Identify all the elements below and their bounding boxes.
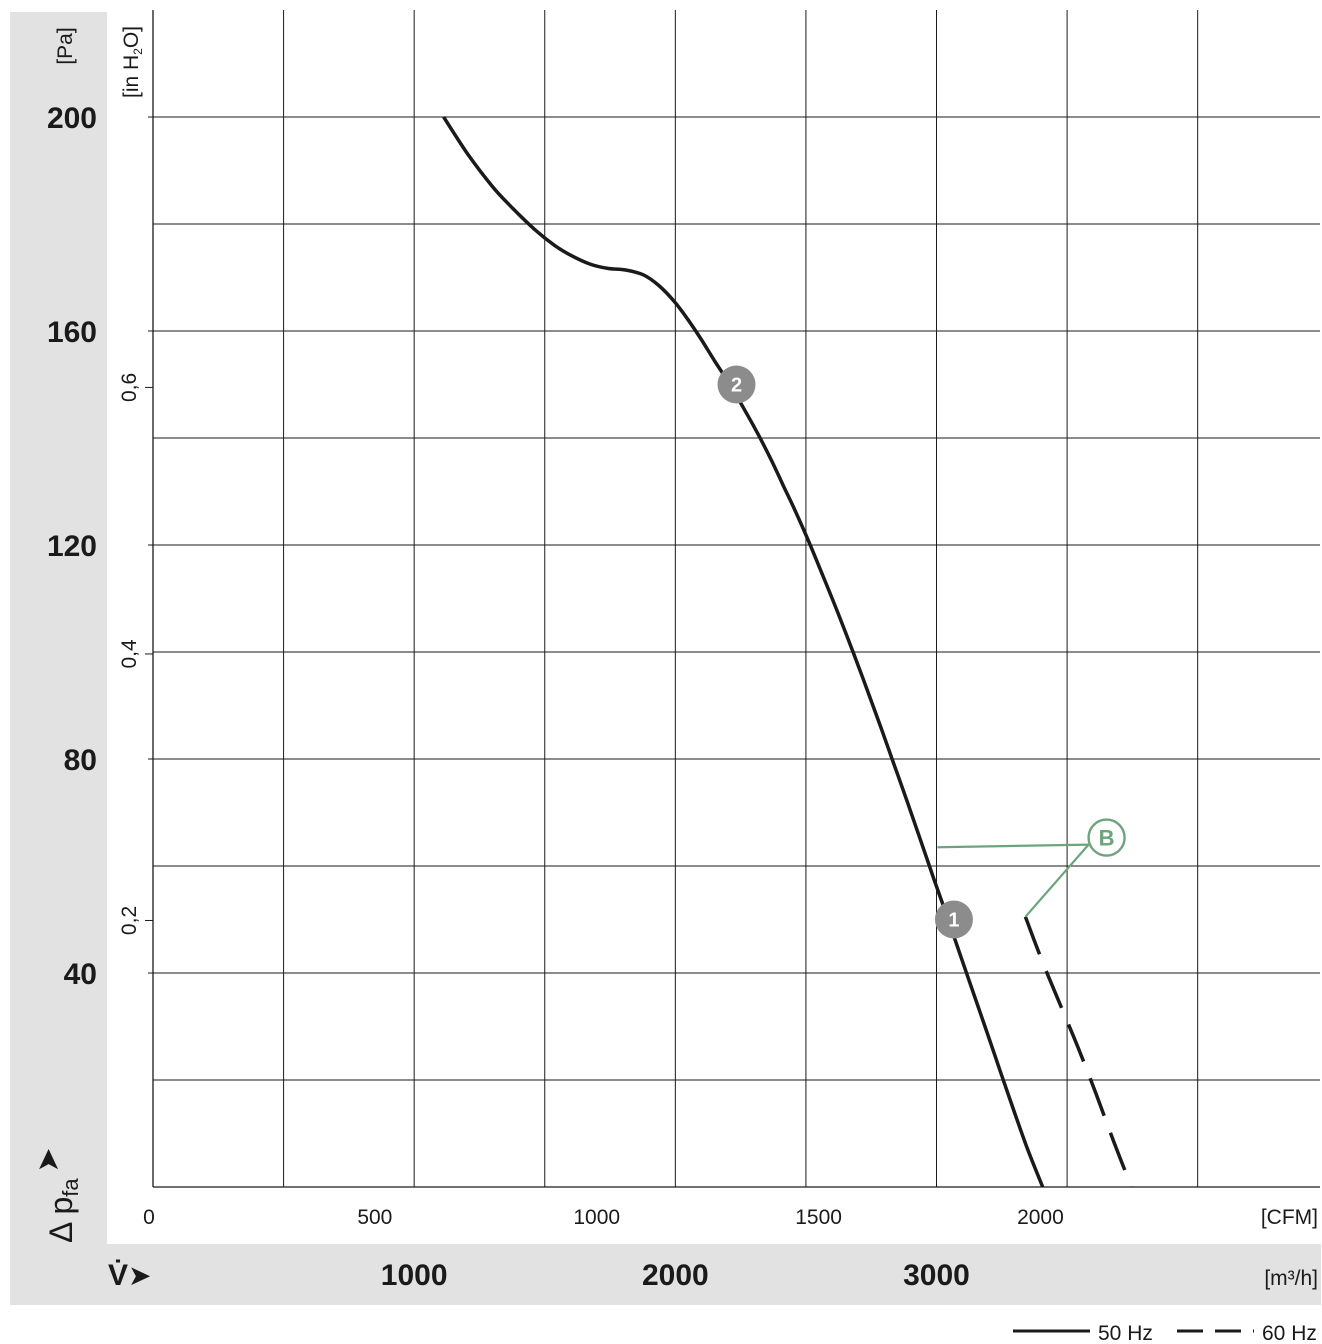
x-tick-label: 0 [143,1206,155,1229]
annotation-label: B [1099,826,1115,851]
y-secondary-tick-label: 0,4 [118,639,141,669]
x-unit-m3h: [m³/h] [1264,1267,1318,1290]
x-tick-label: 500 [357,1206,392,1229]
operating-point-markers: 21 [717,365,973,939]
y-tick-label: 40 [64,958,97,991]
legend-label-60hz: 60 Hz [1262,1322,1317,1344]
y-tick-label: 160 [47,316,97,349]
operating-point-label: 2 [731,375,742,397]
x-secondary-axis-title: V̇ ➤ [108,1259,151,1292]
y-axis-arrow: ➤ [31,1147,66,1172]
x-tick-label: 2000 [1017,1206,1064,1229]
y-axis-title: ➤ Δ pfa [31,1147,83,1243]
annotations: B [937,818,1126,918]
y-secondary-tick-label: 0,6 [118,373,141,402]
series-60hz-line [1023,916,1134,1188]
operating-point-marker [934,900,973,939]
x-secondary-arrow: ➤ [128,1259,151,1292]
x-tick-label: 1000 [573,1206,620,1229]
x-axis-secondary-band [107,1244,1321,1305]
y-secondary-tick-label: 0,2 [118,906,141,935]
x-secondary-tick-label: 3000 [903,1259,970,1292]
annotation-pointer-line [1024,843,1090,918]
operating-point-label: 1 [948,910,959,932]
legend: 50 Hz 60 Hz [1013,1322,1317,1344]
grid [145,10,1320,1188]
y-unit-inh2o: [in H2O] [120,26,145,98]
y-tick-label: 120 [47,530,97,563]
y-tick-label: 80 [64,744,97,777]
x-secondary-tick-label: 1000 [381,1259,448,1292]
y-tick-label: 200 [47,102,97,135]
x-unit-cfm: [CFM] [1261,1206,1318,1229]
annotation-circle [1087,818,1126,857]
y-axis-symbol: Δ pfa [43,1178,83,1243]
x-tick-label: 1500 [795,1206,842,1229]
x-secondary-tick-label: 2000 [642,1259,709,1292]
y-axis-band [10,12,107,1305]
legend-label-50hz: 50 Hz [1098,1322,1153,1344]
tick-labels: 40 80 120 160 200 0,2 0,4 0,6 0 500 1000 1500 2000 10… [47,102,1064,1292]
x-secondary-symbol: V̇ [108,1259,128,1292]
operating-point-marker [717,365,756,404]
y-unit-pa: [Pa] [54,27,77,64]
annotation-pointer-line [937,843,1089,849]
